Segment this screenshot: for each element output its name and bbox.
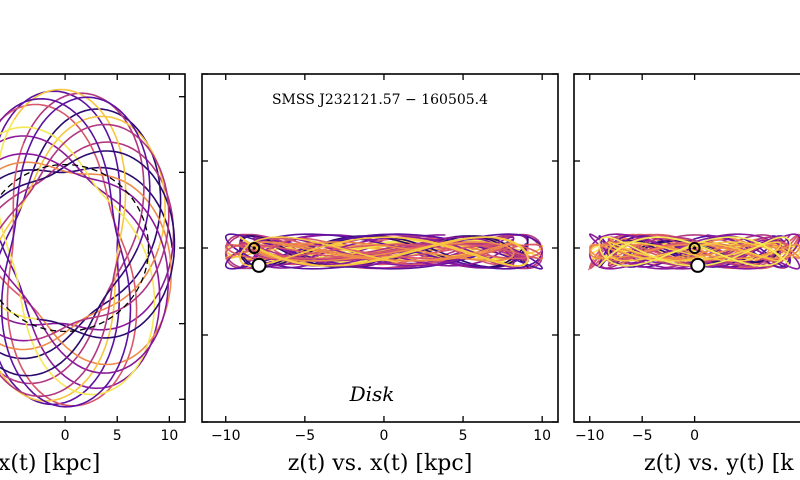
orbit-lines-zy <box>587 233 800 271</box>
orbit-segment <box>588 233 800 270</box>
x-tick-label: 0 <box>61 428 70 444</box>
orbit-lines-zx <box>224 233 544 270</box>
ticks-zy: −10 −5 0 <box>574 73 699 444</box>
orbit-segment <box>253 241 515 262</box>
panel-zx: −10 −5 0 5 10 SMSS J232121.57 − 160505.4 Dis… <box>201 73 559 476</box>
orbit-segment-xy <box>0 109 170 374</box>
orbit-segment-xy <box>0 103 138 407</box>
xlabel-xy: x(t) [kpc] <box>0 451 100 476</box>
orbit-lines-xy <box>0 88 176 408</box>
x-tick-label: −5 <box>295 428 316 444</box>
orbit-segment-xy <box>0 96 151 408</box>
sun-marker-dot <box>693 246 697 250</box>
x-tick-label: 0 <box>690 428 699 444</box>
orbit-segment-xy <box>0 123 170 397</box>
panel-xy: 0 5 10 x(t) [kpc] <box>0 73 186 476</box>
reference-circle <box>0 163 150 333</box>
orbit-segment-xy <box>0 90 122 406</box>
star-id-annotation: SMSS J232121.57 − 160505.4 <box>272 92 488 108</box>
ticks-xy: 0 5 10 <box>61 74 185 444</box>
x-tick-label: −10 <box>575 428 605 444</box>
sun-marker <box>688 242 701 254</box>
panel-zy: −10 −5 0 z(t) vs. y(t) [k <box>573 73 800 476</box>
orbit-segment-xy <box>0 119 156 396</box>
sun-marker-dot <box>252 246 256 250</box>
orbit-segment-xy <box>0 92 175 385</box>
markers-zy <box>688 242 706 273</box>
disk-label: Disk <box>349 382 395 406</box>
star-marker <box>251 257 267 273</box>
sun-marker <box>248 242 261 254</box>
orbit-segment <box>225 233 543 270</box>
orbit-segment <box>607 241 782 262</box>
x-tick-label: 0 <box>379 428 388 444</box>
xlabel-zy: z(t) vs. y(t) [k <box>644 451 794 476</box>
x-tick-label: −10 <box>211 428 241 444</box>
star-marker <box>690 257 706 273</box>
orbit-segment <box>597 236 791 267</box>
x-tick-label: 5 <box>459 428 468 444</box>
orbit-segment <box>588 243 800 260</box>
xlabel-zx: z(t) vs. x(t) [kpc] <box>288 451 473 476</box>
x-tick-label: −5 <box>632 428 653 444</box>
ticks-zx: −10 −5 0 5 10 <box>202 73 558 444</box>
orbit-segment-xy <box>0 161 173 366</box>
markers-zx <box>248 242 267 273</box>
x-tick-label: 5 <box>113 428 122 444</box>
x-tick-label: 10 <box>160 428 178 444</box>
x-tick-label: 10 <box>533 428 551 444</box>
